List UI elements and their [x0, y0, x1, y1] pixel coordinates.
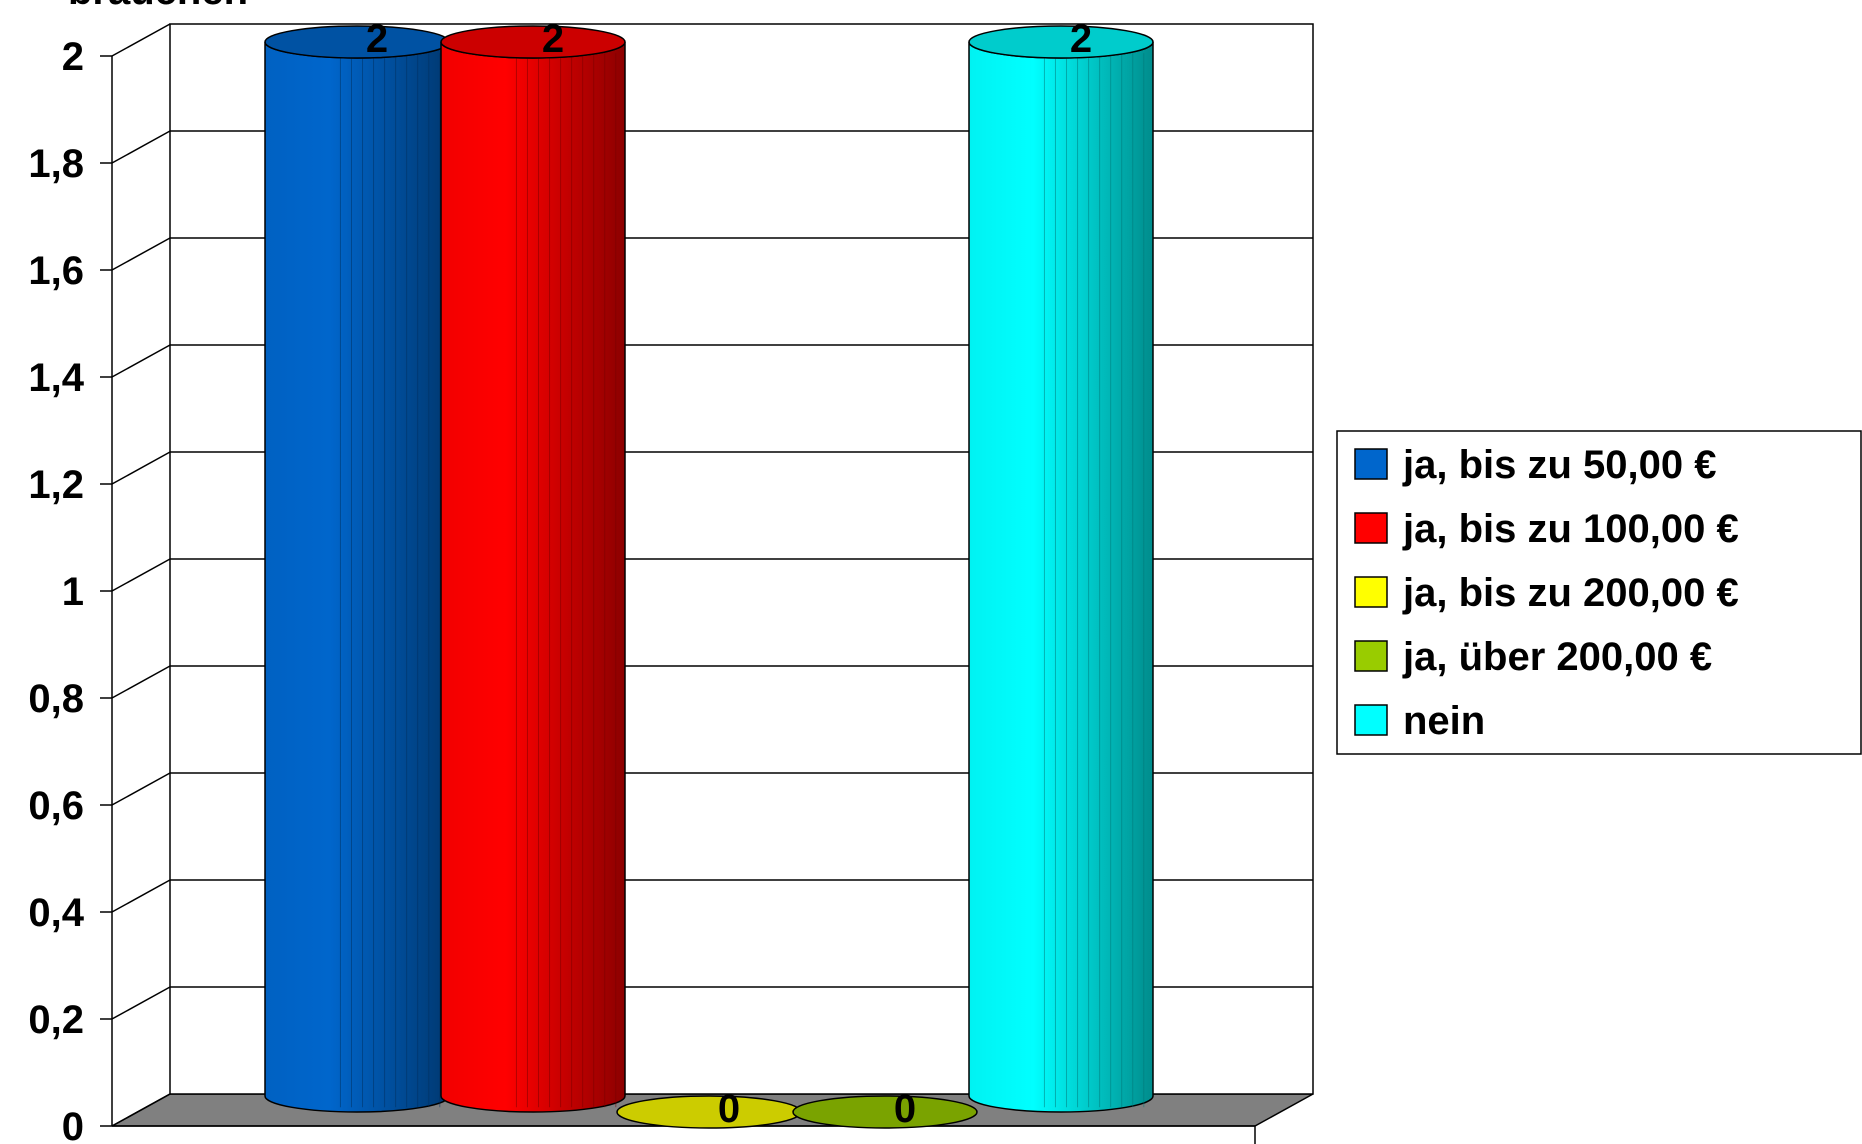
legend-label: ja, bis zu 200,00 €: [1402, 571, 1739, 615]
side-wall-line: [111, 986, 171, 1020]
bar-group: 0: [616, 1087, 802, 1131]
bar-group: 2: [440, 17, 626, 1113]
legend-label: ja, bis zu 50,00 €: [1402, 443, 1717, 487]
side-wall-line: [111, 23, 171, 57]
bar-group: 0: [792, 1087, 978, 1131]
y-tick-label: 1: [62, 570, 84, 614]
y-tick-label: 2: [62, 35, 84, 79]
y-tick-label: 0,8: [28, 677, 84, 721]
legend-item: ja, bis zu 100,00 €: [1354, 507, 1739, 551]
y-tick-label: 0,6: [28, 784, 84, 828]
legend-label: nein: [1403, 699, 1485, 743]
bar-value-label: 2: [366, 17, 388, 61]
y-tick-label: 0,2: [28, 998, 84, 1042]
side-wall-line: [111, 1093, 171, 1127]
bar-cylinder-top: [968, 25, 1154, 59]
side-wall-line: [111, 772, 171, 806]
y-tick-label: 1,4: [28, 356, 84, 400]
bar-cylinder-body: [968, 41, 1154, 1113]
bar-value-label: 0: [718, 1087, 740, 1131]
bar-value-label: 0: [894, 1087, 916, 1131]
bar-group: 2: [264, 17, 450, 1113]
side-wall-line: [111, 879, 171, 913]
y-tick-label: 0: [62, 1105, 84, 1144]
side-wall-line: [111, 237, 171, 271]
legend-item: ja, über 200,00 €: [1354, 635, 1712, 679]
chart-title: brauchen: [68, 0, 248, 13]
bar-cylinder-top: [440, 25, 626, 59]
y-tick-label: 1,8: [28, 142, 84, 186]
legend-swatch: [1354, 704, 1388, 736]
y-tick-label: 1,2: [28, 463, 84, 507]
side-wall-line: [111, 665, 171, 699]
side-wall-line: [111, 344, 171, 378]
bar-cylinder-top: [792, 1095, 978, 1129]
y-tick-label: 0,4: [28, 891, 84, 935]
bar-value-label: 2: [542, 17, 564, 61]
legend-box: [1336, 430, 1862, 755]
legend-swatch: [1354, 576, 1388, 608]
legend-item: ja, bis zu 200,00 €: [1354, 571, 1739, 615]
bar-group: 2: [968, 17, 1154, 1113]
legend-swatch: [1354, 512, 1388, 544]
legend-item: nein: [1354, 699, 1485, 743]
legend-item: ja, bis zu 50,00 €: [1354, 443, 1717, 487]
bars: 2 2 0 0 2: [264, 17, 1154, 1131]
bar-cylinder-top: [616, 1095, 802, 1129]
side-wall-line: [111, 130, 171, 164]
bar-value-label: 2: [1070, 17, 1092, 61]
bar-cylinder-body: [264, 41, 450, 1113]
side-wall-line: [111, 558, 171, 592]
legend: ja, bis zu 50,00 € ja, bis zu 100,00 € ja,…: [1336, 430, 1862, 755]
y-tick-label: 1,6: [28, 249, 84, 293]
side-wall-line: [111, 451, 171, 485]
legend-label: ja, über 200,00 €: [1402, 635, 1712, 679]
legend-swatch: [1354, 640, 1388, 672]
bar-cylinder-top: [264, 25, 450, 59]
legend-swatch: [1354, 448, 1388, 480]
bar-cylinder-body: [440, 41, 626, 1113]
legend-label: ja, bis zu 100,00 €: [1402, 507, 1739, 551]
